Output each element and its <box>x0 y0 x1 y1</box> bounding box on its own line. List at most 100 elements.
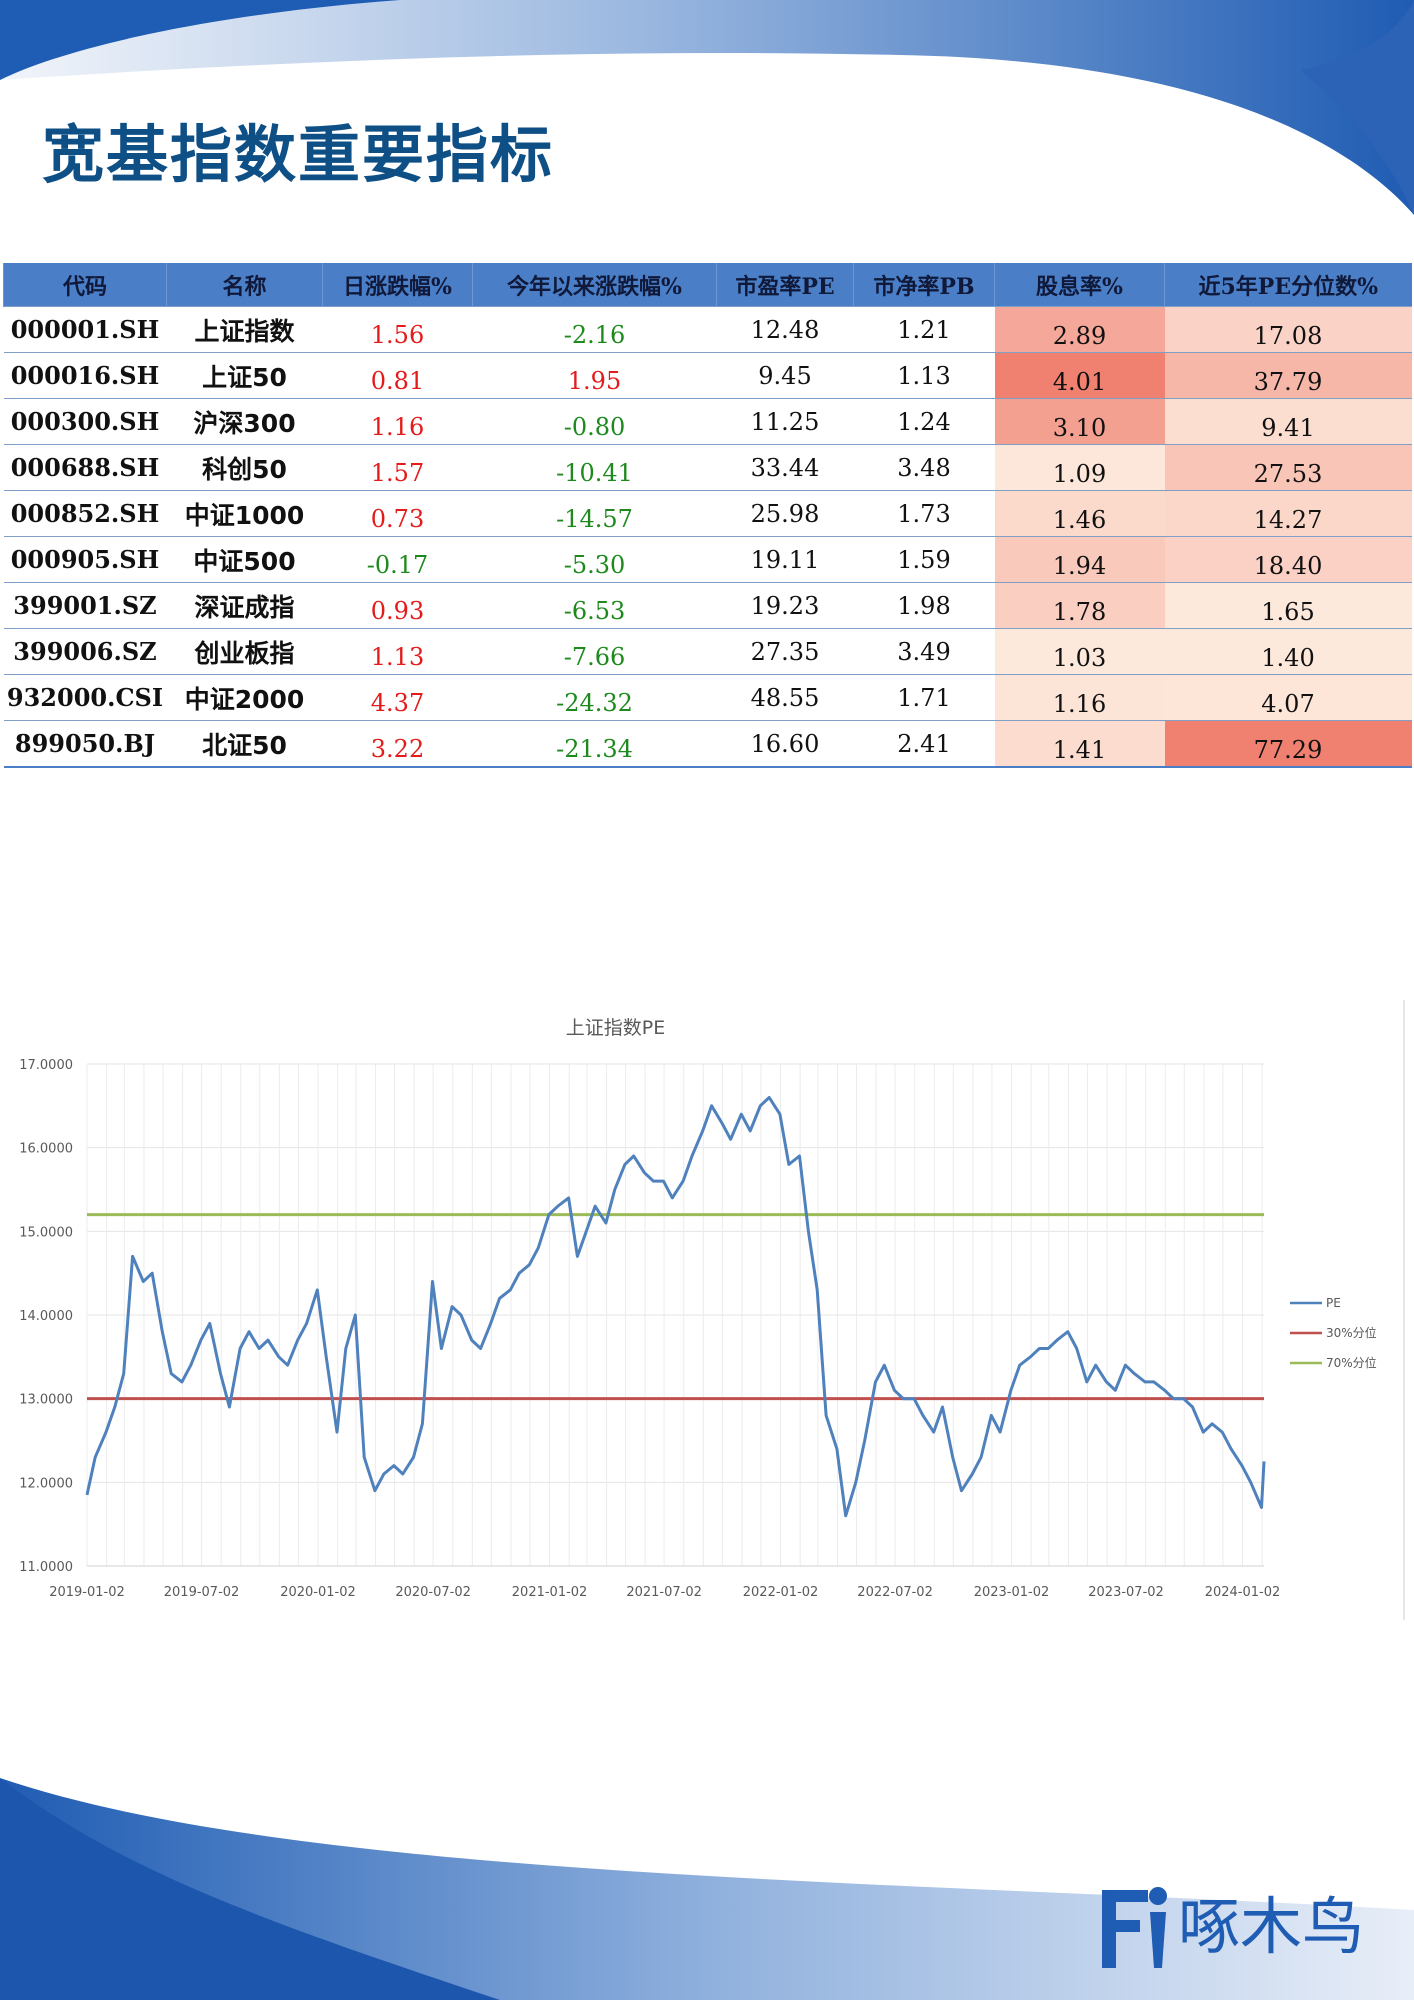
code-cell: 932000.CSI <box>3 674 167 721</box>
ytd-change-cell: -7.66 <box>472 628 717 675</box>
pb-cell: 2.41 <box>853 720 995 768</box>
header-dividend-yield: 股息率% <box>994 263 1165 307</box>
pe-line-chart: 上证指数PE 11.0000 12.0000 13.0000 14.0000 15.000… <box>19 1000 1405 1620</box>
brand-name: 啄木鸟 <box>1178 1890 1364 1963</box>
pe-cell: 11.25 <box>716 398 854 445</box>
legend-label: 30%分位 <box>1326 1325 1377 1340</box>
table-row: 932000.CSI 中证2000 4.37 -24.32 48.55 1.71 1.16 4… <box>3 674 1412 721</box>
pe-cell: 16.60 <box>716 720 854 768</box>
code-cell: 399001.SZ <box>3 582 167 629</box>
pe-cell: 19.11 <box>716 536 854 583</box>
name-cell: 北证50 <box>166 720 323 768</box>
daily-change-cell: 1.56 <box>322 306 473 353</box>
daily-change-cell: 1.57 <box>322 444 473 491</box>
pe-percentile-cell: 17.08 <box>1164 306 1412 353</box>
pe-percentile-cell: 9.41 <box>1164 398 1412 445</box>
ytd-change-cell: 1.95 <box>472 352 717 399</box>
header-ytd-change: 今年以来涨跌幅% <box>472 263 717 307</box>
ytd-change-cell: -14.57 <box>472 490 717 537</box>
pe-percentile-cell: 1.65 <box>1164 582 1412 629</box>
header-pe-percentile: 近5年PE分位数% <box>1164 263 1412 307</box>
dividend-yield-cell: 1.03 <box>994 628 1165 675</box>
daily-change-cell: 3.22 <box>322 720 473 768</box>
x-tick-label: 2022-01-02 <box>743 1585 819 1600</box>
table-row: 399001.SZ 深证成指 0.93 -6.53 19.23 1.98 1.78 1.65 <box>3 582 1412 629</box>
table-row: 000016.SH 上证50 0.81 1.95 9.45 1.13 4.01 37.79 <box>3 352 1412 399</box>
pe-cell: 33.44 <box>716 444 854 491</box>
pb-cell: 1.98 <box>853 582 995 629</box>
y-tick-label: 17.0000 <box>19 1058 73 1073</box>
pb-cell: 1.59 <box>853 536 995 583</box>
y-tick-label: 12.0000 <box>19 1476 73 1491</box>
pe-percentile-cell: 14.27 <box>1164 490 1412 537</box>
x-tick-label: 2023-07-02 <box>1088 1585 1164 1600</box>
pe-percentile-cell: 18.40 <box>1164 536 1412 583</box>
pe-percentile-cell: 27.53 <box>1164 444 1412 491</box>
code-cell: 000016.SH <box>3 352 167 399</box>
chart-title: 上证指数PE <box>566 1017 665 1039</box>
header-name: 名称 <box>166 263 323 307</box>
pb-cell: 1.71 <box>853 674 995 721</box>
pe-cell: 27.35 <box>716 628 854 675</box>
daily-change-cell: 1.16 <box>322 398 473 445</box>
header-code: 代码 <box>3 263 167 307</box>
table-row: 000688.SH 科创50 1.57 -10.41 33.44 3.48 1.09 27.5… <box>3 444 1412 491</box>
name-cell: 沪深300 <box>166 398 323 445</box>
name-cell: 中证2000 <box>166 674 323 721</box>
pb-cell: 3.49 <box>853 628 995 675</box>
code-cell: 399006.SZ <box>3 628 167 675</box>
daily-change-cell: 0.81 <box>322 352 473 399</box>
daily-change-cell: -0.17 <box>322 536 473 583</box>
daily-change-cell: 4.37 <box>322 674 473 721</box>
dividend-yield-cell: 2.89 <box>994 306 1165 353</box>
ytd-change-cell: -24.32 <box>472 674 717 721</box>
code-cell: 899050.BJ <box>3 720 167 768</box>
x-tick-label: 2022-07-02 <box>857 1585 933 1600</box>
x-tick-label: 2020-07-02 <box>395 1585 471 1600</box>
name-cell: 中证1000 <box>166 490 323 537</box>
daily-change-cell: 0.93 <box>322 582 473 629</box>
name-cell: 上证指数 <box>166 306 323 353</box>
header-daily-change: 日涨跌幅% <box>322 263 473 307</box>
table-row: 000001.SH 上证指数 1.56 -2.16 12.48 1.21 2.89 17.08 <box>3 306 1412 353</box>
pb-cell: 1.13 <box>853 352 995 399</box>
ytd-change-cell: -0.80 <box>472 398 717 445</box>
name-cell: 创业板指 <box>166 628 323 675</box>
pe-percentile-cell: 4.07 <box>1164 674 1412 721</box>
dividend-yield-cell: 3.10 <box>994 398 1165 445</box>
dividend-yield-cell: 1.16 <box>994 674 1165 721</box>
ytd-change-cell: -21.34 <box>472 720 717 768</box>
y-tick-label: 15.0000 <box>19 1225 73 1240</box>
code-cell: 000688.SH <box>3 444 167 491</box>
x-tick-label: 2021-07-02 <box>626 1585 702 1600</box>
pe-cell: 19.23 <box>716 582 854 629</box>
table-row: 000300.SH 沪深300 1.16 -0.80 11.25 1.24 3.10 9.41 <box>3 398 1412 445</box>
dividend-yield-cell: 1.41 <box>994 720 1165 768</box>
table-header-row: 代码 名称 日涨跌幅% 今年以来涨跌幅% 市盈率PE 市净率PB 股息率% 近5… <box>3 263 1412 307</box>
ytd-change-cell: -10.41 <box>472 444 717 491</box>
y-tick-label: 14.0000 <box>19 1309 73 1324</box>
ytd-change-cell: -6.53 <box>472 582 717 629</box>
legend-label: 70%分位 <box>1326 1355 1377 1370</box>
code-cell: 000905.SH <box>3 536 167 583</box>
page-title: 宽基指数重要指标 <box>42 118 555 191</box>
y-tick-label: 16.0000 <box>19 1142 73 1157</box>
y-tick-label: 13.0000 <box>19 1393 73 1408</box>
dividend-yield-cell: 1.09 <box>994 444 1165 491</box>
pb-cell: 1.73 <box>853 490 995 537</box>
dividend-yield-cell: 1.78 <box>994 582 1165 629</box>
table-row: 000852.SH 中证1000 0.73 -14.57 25.98 1.73 1.46 14… <box>3 490 1412 537</box>
y-tick-label: 11.0000 <box>19 1560 73 1575</box>
pb-cell: 1.24 <box>853 398 995 445</box>
pe-cell: 12.48 <box>716 306 854 353</box>
series-line-pe <box>85 1096 1266 1518</box>
code-cell: 000300.SH <box>3 398 167 445</box>
name-cell: 中证500 <box>166 536 323 583</box>
header-pe: 市盈率PE <box>716 263 854 307</box>
dividend-yield-cell: 1.94 <box>994 536 1165 583</box>
x-tick-label: 2021-01-02 <box>512 1585 588 1600</box>
brand-logo: 啄木鸟 <box>1102 1887 1364 1968</box>
pb-cell: 3.48 <box>853 444 995 491</box>
x-tick-label: 2019-01-02 <box>49 1585 125 1600</box>
legend-label: PE <box>1326 1296 1341 1310</box>
